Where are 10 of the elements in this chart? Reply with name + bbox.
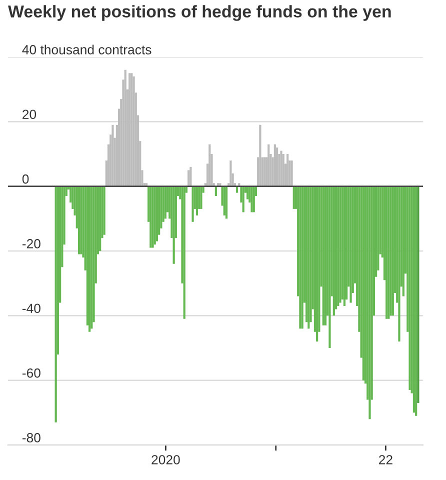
x-tick-label: 2020 bbox=[152, 455, 180, 464]
y-tick-label: 20 bbox=[22, 110, 36, 120]
y-tick-label: -60 bbox=[22, 368, 40, 378]
y-tick-label: -40 bbox=[22, 304, 40, 314]
y-tick-label: 0 bbox=[22, 174, 29, 184]
y-tick-label: -20 bbox=[22, 239, 40, 248]
chart-title: Weekly net positions of hedge funds on the yen bbox=[8, 5, 391, 21]
y-tick-label: 40 thousand contracts bbox=[22, 44, 152, 54]
x-tick-label: 22 bbox=[379, 455, 392, 464]
y-tick-label: -80 bbox=[22, 433, 40, 442]
